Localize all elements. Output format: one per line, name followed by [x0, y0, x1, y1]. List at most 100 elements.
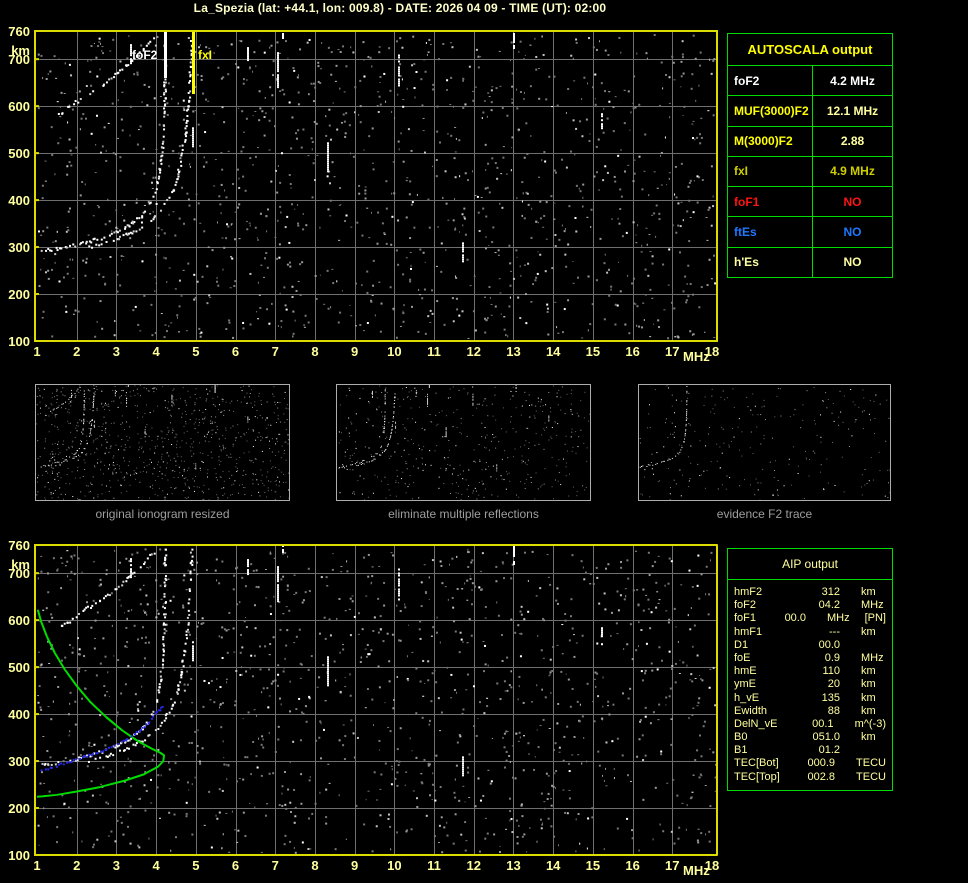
param-unit: TECU: [856, 770, 886, 783]
y-axis-tick-500-top: 500: [8, 146, 30, 162]
y-axis-tick-200-top: 200: [8, 287, 30, 303]
x-axis-tick-5-top: 5: [192, 344, 200, 359]
param-value: 00.0: [818, 638, 840, 651]
aip-row-d1: D1 00.0: [734, 639, 886, 652]
y-axis-unit-top: km: [11, 43, 30, 58]
param-name: foF1: [734, 612, 757, 625]
param-unit: km: [861, 731, 876, 744]
x-axis-tick-11-top: 11: [427, 344, 441, 359]
y-axis-tick-500-bottom: 500: [8, 660, 30, 676]
x-axis-tick-15-top: 15: [585, 344, 601, 359]
param-unit: km: [861, 586, 876, 598]
aip-row-hve: h_vE 135 km: [734, 692, 886, 705]
x-axis-tick-16-bottom: 16: [625, 858, 640, 873]
x-axis-tick-18-top: 18: [704, 344, 720, 359]
y-axis-tick-400-top: 400: [8, 193, 30, 209]
x-axis-tick-17-bottom: 17: [665, 858, 680, 873]
x-axis-tick-8-top: 8: [311, 344, 319, 359]
param-unit: m^(-3): [854, 717, 886, 730]
aip-row-foe: foE 0.9 MHz: [734, 652, 886, 665]
x-axis-tick-10-top: 10: [387, 344, 402, 359]
param-value: 002.8: [807, 770, 836, 783]
param-value: 4.9 MHz: [830, 164, 875, 179]
param-note: [PN]: [864, 612, 886, 625]
param-name: D1: [734, 638, 749, 651]
param-name: ymE: [734, 678, 756, 691]
param-unit: km: [861, 678, 876, 691]
autoscala-row-hes: h'Es NO: [728, 246, 892, 277]
param-name: hmF2: [734, 586, 763, 598]
param-unit: km: [861, 665, 876, 678]
x-axis-tick-6-bottom: 6: [231, 858, 240, 873]
param-unit: km: [861, 691, 876, 704]
x-axis-tick-1-top: 1: [33, 344, 41, 359]
x-axis-unit-bottom: MHz: [683, 863, 710, 878]
x-axis-tick-4-bottom: 4: [152, 858, 160, 873]
x-axis-tick-6-top: 6: [231, 344, 240, 359]
x-axis-tick-16-top: 16: [625, 344, 640, 359]
thumbnail-caption: eliminate multiple reflections: [388, 507, 539, 521]
x-axis-tick-12-bottom: 12: [466, 858, 481, 873]
param-value: 110: [822, 665, 840, 678]
param-name: foF2: [728, 66, 813, 96]
fxi-marker-label: fxI: [198, 48, 213, 62]
param-name: TEC[Top]: [734, 770, 780, 783]
x-axis-tick-18-bottom: 18: [704, 858, 720, 873]
x-axis-tick-13-top: 13: [506, 344, 521, 359]
param-value: NO: [843, 255, 862, 270]
ionogram-profile-canvas: [34, 544, 718, 856]
param-value: 12.1 MHz: [826, 103, 879, 118]
param-value: 20: [827, 678, 840, 691]
x-axis-tick-13-bottom: 13: [506, 858, 521, 873]
param-name: B0: [734, 731, 748, 744]
param-name: hmF1: [734, 625, 763, 638]
param-name: hmE: [734, 665, 757, 678]
param-unit: MHz: [826, 612, 850, 625]
y-axis-tick-600-bottom: 600: [8, 613, 30, 629]
param-value: 00.1: [812, 717, 834, 730]
param-name: h'Es: [728, 247, 813, 277]
x-axis-tick-15-bottom: 15: [585, 858, 601, 873]
autoscala-row-m3000f2: M(3000)F2 2.88: [728, 125, 892, 156]
aip-row-fof1: foF1 00.0 MHz [PN]: [734, 612, 886, 625]
param-unit: km: [861, 625, 876, 638]
param-value: 051.0: [812, 731, 840, 744]
param-name: foE: [734, 651, 751, 664]
y-axis-tick-300-bottom: 300: [8, 754, 30, 770]
autoscala-table-title: AUTOSCALA output: [747, 42, 873, 57]
y-axis-tick-700-top: 700: [8, 52, 30, 68]
x-axis-tick-7-bottom: 7: [271, 858, 279, 873]
x-axis-tick-10-bottom: 10: [387, 858, 402, 873]
x-axis-tick-2-bottom: 2: [73, 858, 81, 873]
fof2-marker-label: foF2: [132, 48, 158, 62]
x-axis-tick-11-bottom: 11: [427, 858, 441, 873]
x-axis-tick-7-top: 7: [271, 344, 279, 359]
param-name: B1: [734, 744, 748, 757]
aip-row-tecbot: TEC[Bot] 000.9 TECU: [734, 757, 886, 770]
y-axis-tick-600-top: 600: [8, 99, 30, 115]
aip-row-hmf2: hmF2 312 km: [734, 586, 886, 599]
param-unit: MHz: [861, 599, 884, 612]
x-axis-tick-14-top: 14: [545, 344, 561, 359]
thumbnail-caption: original ionogram resized: [95, 507, 230, 521]
param-value: 4.2 MHz: [830, 73, 875, 88]
x-axis-tick-14-bottom: 14: [545, 858, 561, 873]
autoscala-output-table: AUTOSCALA output foF2 4.2 MHz MUF(3000)F2 1…: [727, 33, 893, 278]
y-axis-tick-300-top: 300: [8, 240, 30, 256]
param-value: ---: [829, 625, 840, 638]
y-axis-tick-100-bottom: 100: [8, 848, 30, 863]
thumbnail-eliminate-reflections: [336, 384, 591, 501]
y-axis-tick-200-bottom: 200: [8, 801, 30, 817]
autoscala-row-fxi: fxI 4.9 MHz: [728, 155, 892, 187]
aip-table-body: hmF2 312 km foF2 04.2 MHz foF1 00.0 MHz [PN] hmF1-…: [728, 580, 892, 784]
param-name: M(3000)F2: [728, 126, 813, 156]
aip-output-table: AIP output hmF2 312 km foF2 04.2 MHz foF1 00.0 M…: [727, 548, 893, 791]
x-axis-tick-3-top: 3: [112, 344, 121, 359]
x-axis-tick-4-top: 4: [152, 344, 160, 359]
param-name: Ewidth: [734, 704, 768, 717]
x-axis-tick-9-top: 9: [351, 344, 359, 359]
aip-row-hmf1: hmF1 --- km: [734, 626, 886, 639]
param-value: NO: [843, 225, 862, 240]
param-unit: TECU: [856, 757, 886, 770]
